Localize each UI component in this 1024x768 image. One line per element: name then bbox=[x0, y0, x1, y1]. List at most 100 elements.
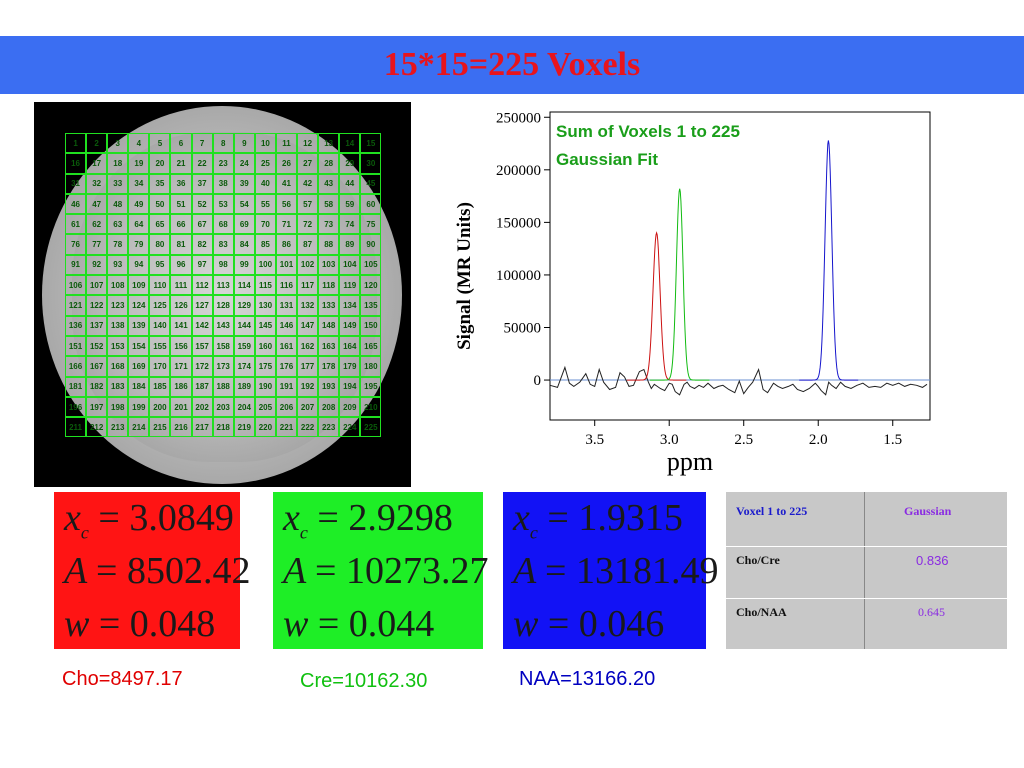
voxel-cell: 66 bbox=[170, 214, 192, 235]
cre-a-value: 10273.27 bbox=[345, 550, 489, 592]
voxel-cell: 178 bbox=[318, 356, 340, 377]
voxel-cell: 145 bbox=[254, 315, 276, 336]
voxel-cell: 33 bbox=[107, 173, 129, 194]
voxel-cell: 172 bbox=[191, 356, 213, 377]
voxel-cell: 170 bbox=[149, 356, 171, 377]
voxel-cell: 63 bbox=[107, 214, 129, 235]
voxel-cell: 105 bbox=[360, 254, 382, 276]
voxel-cell: 103 bbox=[318, 254, 340, 276]
legend-entry: Sum of Voxels 1 to 225 bbox=[556, 122, 740, 141]
voxel-cell: 18 bbox=[107, 153, 129, 174]
voxel-cell: 74 bbox=[339, 214, 361, 235]
voxel-cell: 161 bbox=[275, 335, 298, 357]
voxel-cell: 2 bbox=[86, 133, 108, 154]
voxel-cell: 10 bbox=[254, 133, 276, 154]
voxel-cell: 64 bbox=[128, 214, 150, 235]
cho-xc-value: 3.0849 bbox=[129, 497, 234, 539]
y-tick-label: 50000 bbox=[504, 320, 542, 336]
voxel-cell: 150 bbox=[360, 315, 382, 336]
voxel-cell: 194 bbox=[339, 376, 361, 397]
voxel-cell: 106 bbox=[65, 275, 87, 296]
voxel-cell: 19 bbox=[128, 153, 150, 174]
x-tick-label: 2.0 bbox=[809, 432, 828, 448]
voxel-cell: 30 bbox=[360, 153, 382, 174]
voxel-cell: 104 bbox=[339, 254, 361, 276]
voxel-cell: 159 bbox=[233, 335, 255, 357]
voxel-cell: 109 bbox=[128, 275, 150, 296]
table-header-voxel: Voxel 1 to 225 bbox=[736, 504, 808, 518]
voxel-cell: 57 bbox=[297, 193, 319, 215]
voxel-cell: 136 bbox=[65, 315, 87, 336]
voxel-cell: 133 bbox=[318, 295, 340, 316]
voxel-cell: 121 bbox=[65, 295, 87, 316]
voxel-cell: 117 bbox=[297, 275, 319, 296]
voxel-cell: 139 bbox=[128, 315, 150, 336]
voxel-cell: 169 bbox=[128, 356, 150, 377]
voxel-cell: 23 bbox=[212, 153, 234, 174]
voxel-cell: 127 bbox=[191, 295, 213, 316]
voxel-cell: 137 bbox=[86, 315, 108, 336]
voxel-cell: 162 bbox=[297, 335, 319, 357]
voxel-cell: 59 bbox=[339, 193, 361, 215]
voxel-cell: 29 bbox=[339, 153, 361, 174]
voxel-cell: 6 bbox=[170, 133, 192, 154]
voxel-cell: 49 bbox=[128, 193, 150, 215]
voxel-cell: 111 bbox=[170, 275, 192, 296]
x-tick-label: 2.5 bbox=[734, 432, 753, 448]
voxel-cell: 188 bbox=[212, 376, 234, 397]
voxel-cell: 45 bbox=[360, 173, 382, 194]
voxel-cell: 157 bbox=[191, 335, 213, 357]
voxel-cell: 13 bbox=[318, 133, 340, 154]
voxel-cell: 199 bbox=[128, 396, 150, 418]
plot-frame bbox=[549, 111, 931, 421]
voxel-cell: 8 bbox=[212, 133, 234, 154]
voxel-cell: 114 bbox=[233, 275, 255, 296]
cho-a-value: 8502.42 bbox=[126, 550, 251, 592]
cre-a-row: A = 10273.27 bbox=[283, 550, 489, 592]
voxel-cell: 55 bbox=[254, 193, 276, 215]
y-axis-label: Signal (MR Units) bbox=[454, 202, 475, 350]
voxel-cell: 176 bbox=[275, 356, 298, 377]
voxel-cell: 164 bbox=[339, 335, 361, 357]
voxel-cell: 65 bbox=[149, 214, 171, 235]
voxel-cell: 62 bbox=[86, 214, 108, 235]
naa-a-value: 13181.49 bbox=[575, 550, 719, 592]
voxel-cell: 78 bbox=[107, 234, 129, 255]
voxel-cell: 174 bbox=[233, 356, 255, 377]
series-naa bbox=[799, 140, 859, 381]
voxel-cell: 154 bbox=[128, 335, 150, 357]
voxel-cell: 171 bbox=[170, 356, 192, 377]
voxel-cell: 206 bbox=[275, 396, 298, 418]
cre-w-row: w = 0.044 bbox=[283, 603, 435, 645]
voxel-cell: 175 bbox=[254, 356, 276, 377]
voxel-cell: 20 bbox=[149, 153, 171, 174]
voxel-cell: 91 bbox=[65, 254, 87, 276]
naa-w-row: w = 0.046 bbox=[513, 603, 665, 645]
voxel-cell: 132 bbox=[297, 295, 319, 316]
voxel-cell: 83 bbox=[212, 234, 234, 255]
voxel-cell: 216 bbox=[170, 417, 192, 438]
voxel-cell: 125 bbox=[149, 295, 171, 316]
table-row-label: Cho/NAA bbox=[736, 605, 787, 619]
voxel-cell: 76 bbox=[65, 234, 87, 255]
voxel-cell: 37 bbox=[191, 173, 213, 194]
voxel-cell: 217 bbox=[191, 417, 213, 438]
title-bar: 15*15=225 Voxels bbox=[0, 36, 1024, 94]
voxel-cell: 115 bbox=[254, 275, 276, 296]
voxel-cell: 86 bbox=[275, 234, 298, 255]
voxel-cell: 11 bbox=[275, 133, 298, 154]
voxel-cell: 46 bbox=[65, 193, 87, 215]
voxel-cell: 205 bbox=[254, 396, 276, 418]
voxel-cell: 218 bbox=[212, 417, 234, 438]
naa-fit-box: xc = 1.9315 A = 13181.49 w = 0.046 bbox=[503, 492, 718, 649]
voxel-cell: 87 bbox=[297, 234, 319, 255]
voxel-cell: 167 bbox=[86, 356, 108, 377]
voxel-cell: 51 bbox=[170, 193, 192, 215]
voxel-cell: 85 bbox=[254, 234, 276, 255]
voxel-cell: 50 bbox=[149, 193, 171, 215]
voxel-cell: 38 bbox=[212, 173, 234, 194]
voxel-cell: 221 bbox=[275, 417, 298, 438]
voxel-cell: 168 bbox=[107, 356, 129, 377]
voxel-cell: 197 bbox=[86, 396, 108, 418]
voxel-cell: 67 bbox=[191, 214, 213, 235]
